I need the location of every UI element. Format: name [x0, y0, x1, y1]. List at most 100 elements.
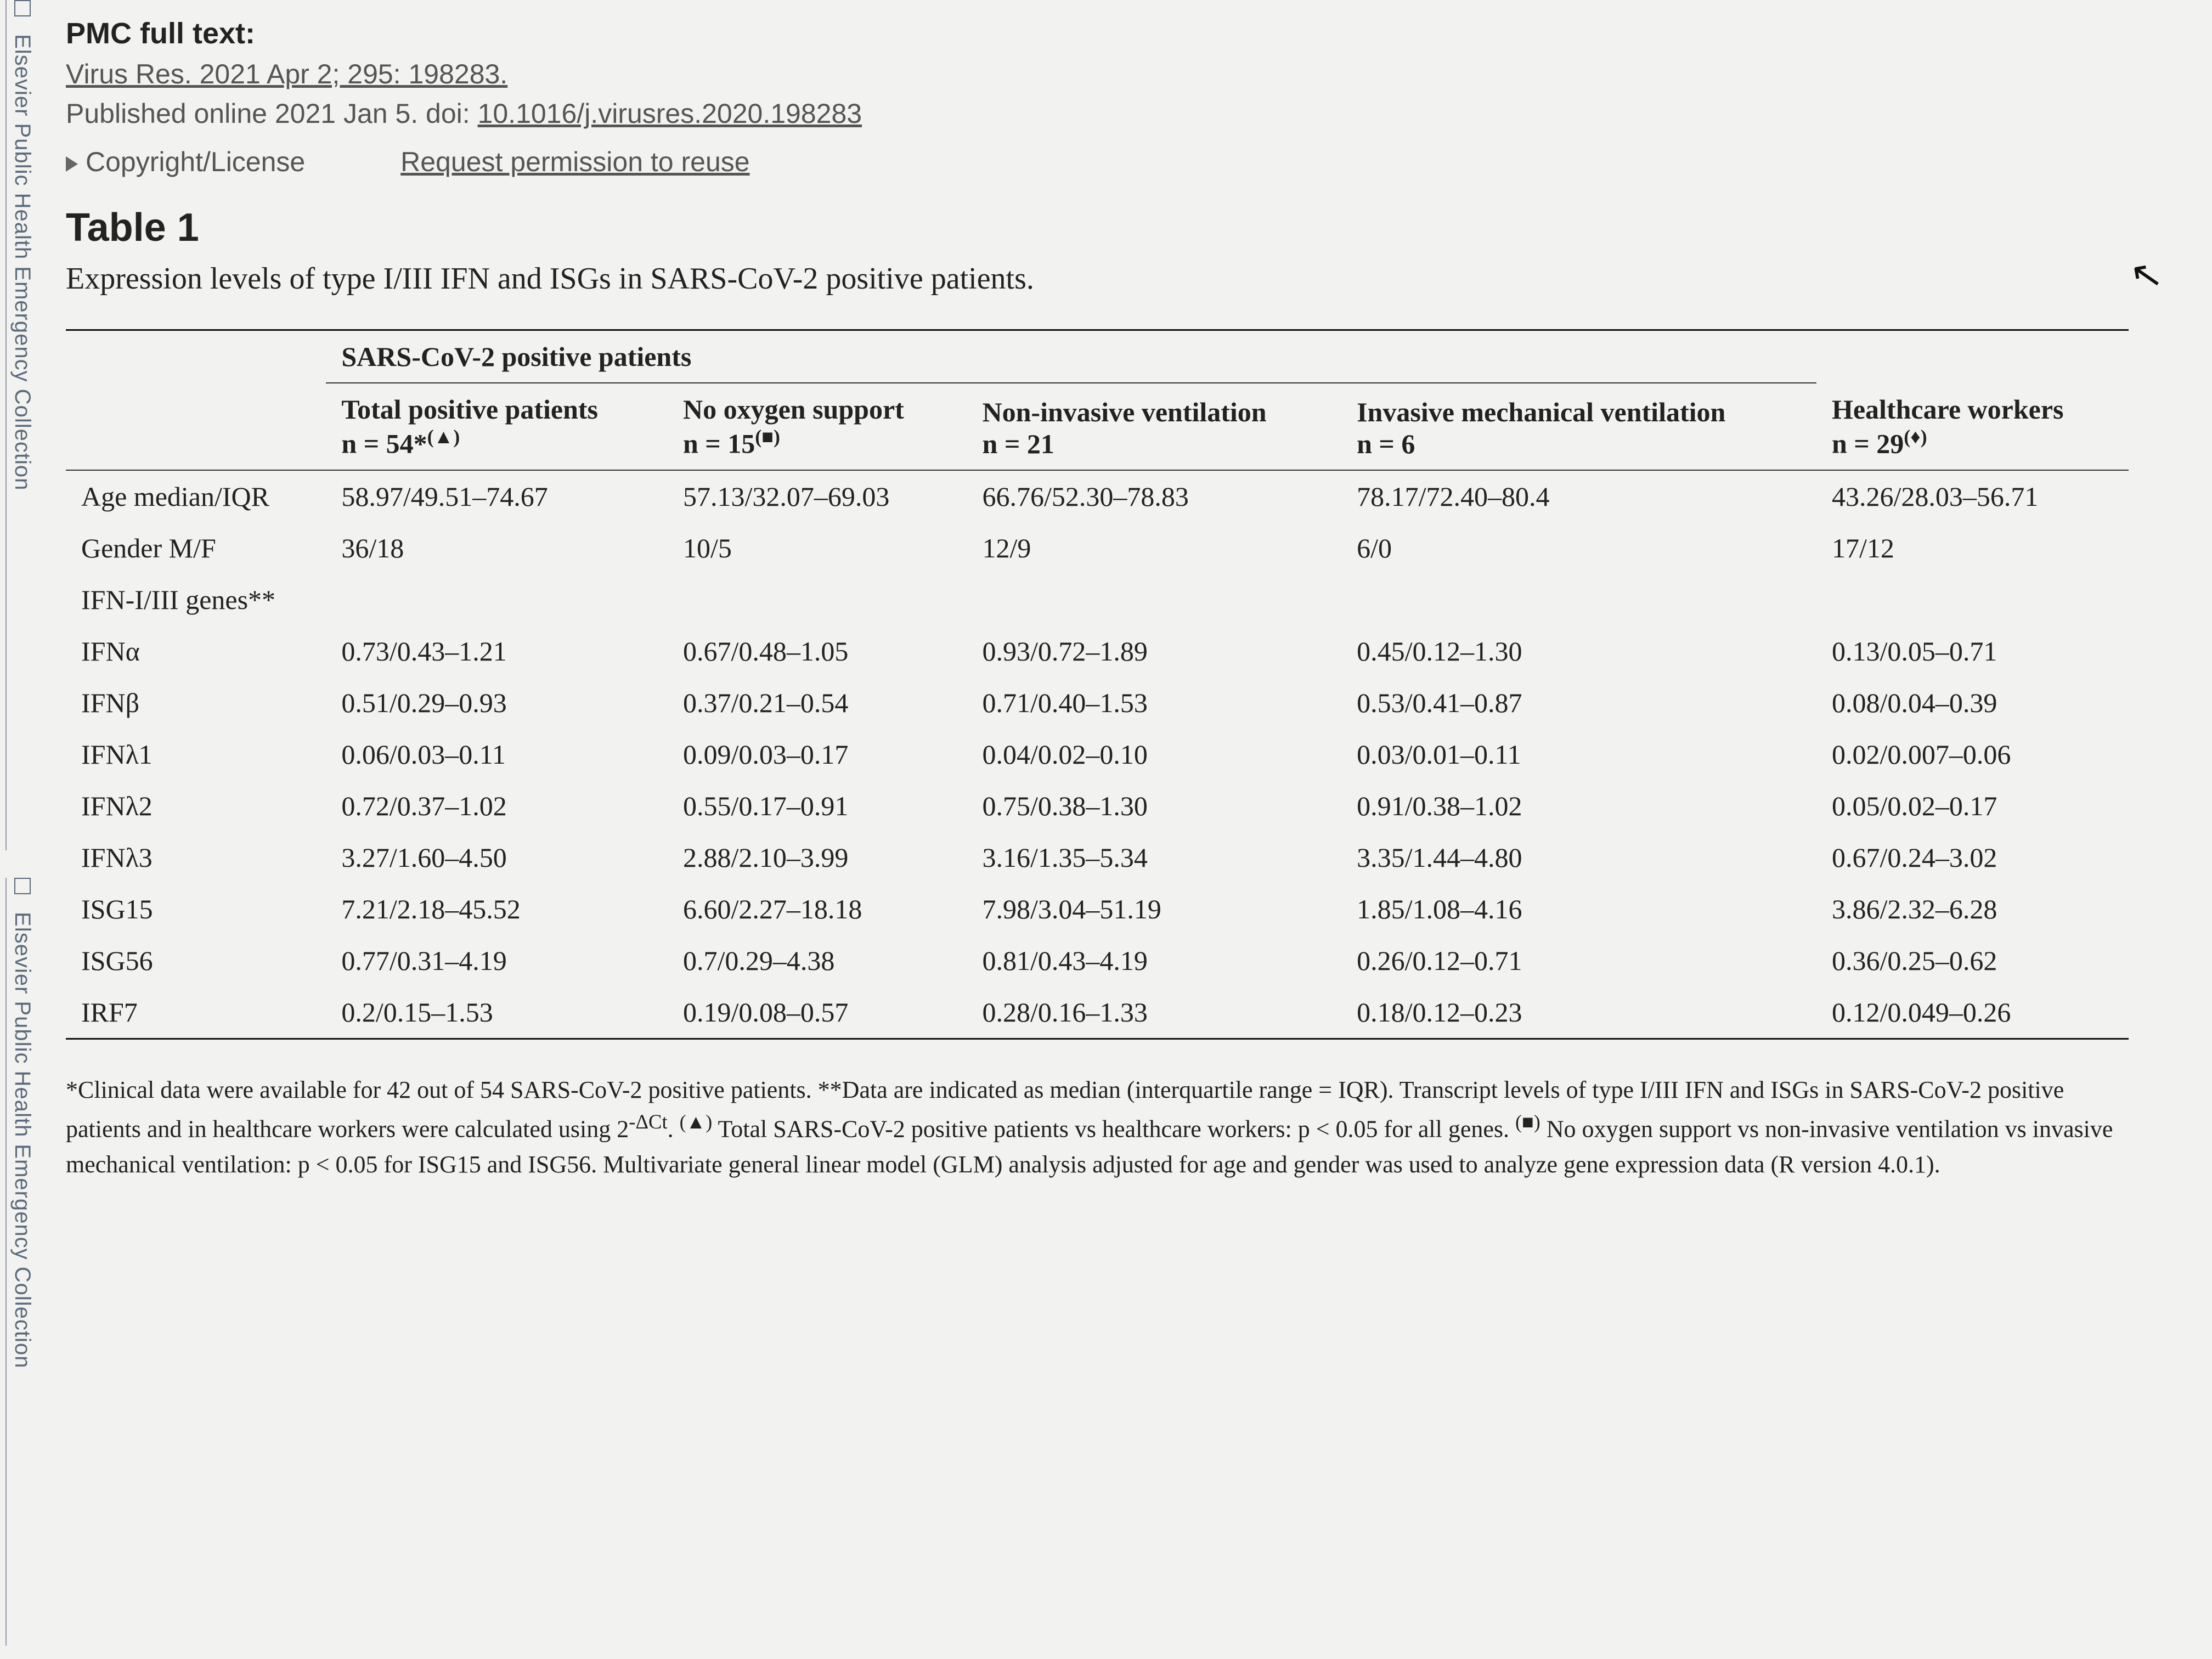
col-header-invasive: Invasive mechanical ventilation n = 6	[1341, 383, 1816, 470]
cell-value: 3.27/1.60–4.50	[326, 832, 668, 883]
col-header-total: Total positive patients n = 54*(▲)	[326, 383, 668, 470]
table-row: Gender M/F36/1810/512/96/017/12	[66, 522, 2129, 574]
cell-value: 0.2/0.15–1.53	[326, 986, 668, 1039]
col-header-non-invasive: Non-invasive ventilation n = 21	[967, 383, 1342, 470]
cell-value: 17/12	[1816, 522, 2129, 574]
cell-value: 2.88/2.10–3.99	[668, 832, 967, 883]
col-empty	[66, 330, 326, 383]
col-header-no-oxygen: No oxygen support n = 15(■)	[668, 383, 967, 470]
cell-value: 0.72/0.37–1.02	[326, 780, 668, 832]
triangle-right-icon	[66, 156, 78, 172]
header-links-row: Copyright/License Request permission to …	[66, 146, 2179, 178]
cell-value: 6/0	[1341, 522, 1816, 574]
table-row: IFNλ20.72/0.37–1.020.55/0.17–0.910.75/0.…	[66, 780, 2129, 832]
square-icon	[14, 0, 31, 16]
table-row: IFNβ0.51/0.29–0.930.37/0.21–0.540.71/0.4…	[66, 677, 2129, 729]
cell-value: 0.13/0.05–0.71	[1816, 625, 2129, 677]
row-label: Gender M/F	[66, 522, 326, 574]
table-row: IFNλ33.27/1.60–4.502.88/2.10–3.993.16/1.…	[66, 832, 2129, 883]
table-row: IFN-I/III genes**	[66, 574, 2129, 625]
cell-value: 0.81/0.43–4.19	[967, 935, 1342, 986]
cell-value: 66.76/52.30–78.83	[967, 470, 1342, 522]
cell-value: 0.37/0.21–0.54	[668, 677, 967, 729]
cell-value: 78.17/72.40–80.4	[1341, 470, 1816, 522]
col-header-healthcare: Healthcare workers n = 29(♦)	[1816, 383, 2129, 470]
cell-value: 0.7/0.29–4.38	[668, 935, 967, 986]
cell-value: 0.53/0.41–0.87	[1341, 677, 1816, 729]
cell-value: 0.04/0.02–0.10	[967, 729, 1342, 780]
cell-value: 0.19/0.08–0.57	[668, 986, 967, 1039]
citation-line: Virus Res. 2021 Apr 2; 295: 198283.	[66, 58, 2179, 90]
cell-value: 0.18/0.12–0.23	[1341, 986, 1816, 1039]
copyright-license-link[interactable]: Copyright/License	[86, 146, 305, 177]
group-header-patients: SARS-CoV-2 positive patients	[326, 330, 1816, 383]
col-empty	[66, 383, 326, 470]
row-label: IFNα	[66, 625, 326, 677]
cell-value: 0.08/0.04–0.39	[1816, 677, 2129, 729]
square-filled-icon: (■)	[755, 425, 780, 448]
cell-value: 6.60/2.27–18.18	[668, 883, 967, 935]
table-row: ISG560.77/0.31–4.190.7/0.29–4.380.81/0.4…	[66, 935, 2129, 986]
table-footnote: *Clinical data were available for 42 out…	[66, 1073, 2129, 1182]
square-icon	[14, 878, 31, 894]
published-line: Published online 2021 Jan 5. doi: 10.101…	[66, 98, 2179, 129]
cell-value: 0.75/0.38–1.30	[967, 780, 1342, 832]
cell-value: 57.13/32.07–69.03	[668, 470, 967, 522]
cell-value: 3.86/2.32–6.28	[1816, 883, 2129, 935]
side-journal-text: Elsevier Public Health Emergency Collect…	[10, 34, 35, 490]
cell-value: 0.02/0.007–0.06	[1816, 729, 2129, 780]
square-filled-icon: (■)	[1515, 1108, 1541, 1136]
pmc-full-text-label: PMC full text:	[66, 16, 2179, 50]
table-row: ISG157.21/2.18–45.526.60/2.27–18.187.98/…	[66, 883, 2129, 935]
col-empty	[1816, 330, 2129, 383]
triangle-up-icon: (▲)	[680, 1108, 713, 1136]
cell-value: 0.05/0.02–0.17	[1816, 780, 2129, 832]
row-label: ISG15	[66, 883, 326, 935]
row-label: ISG56	[66, 935, 326, 986]
table-row: Age median/IQR58.97/49.51–74.6757.13/32.…	[66, 470, 2129, 522]
row-label: IRF7	[66, 986, 326, 1039]
cell-value: 0.55/0.17–0.91	[668, 780, 967, 832]
cell-value: 0.03/0.01–0.11	[1341, 729, 1816, 780]
cell-value: 0.36/0.25–0.62	[1816, 935, 2129, 986]
cell-value: 0.09/0.03–0.17	[668, 729, 967, 780]
cell-value: 0.26/0.12–0.71	[1341, 935, 1816, 986]
section-label: IFN-I/III genes**	[66, 574, 2129, 625]
cell-value: 0.45/0.12–1.30	[1341, 625, 1816, 677]
cell-value: 36/18	[326, 522, 668, 574]
cell-value: 0.77/0.31–4.19	[326, 935, 668, 986]
row-label: IFNλ3	[66, 832, 326, 883]
published-prefix: Published online 2021 Jan 5. doi:	[66, 98, 478, 129]
row-label: IFNλ2	[66, 780, 326, 832]
cell-value: 0.06/0.03–0.11	[326, 729, 668, 780]
cell-value: 0.12/0.049–0.26	[1816, 986, 2129, 1039]
cell-value: 43.26/28.03–56.71	[1816, 470, 2129, 522]
cell-value: 0.71/0.40–1.53	[967, 677, 1342, 729]
cell-value: 3.16/1.35–5.34	[967, 832, 1342, 883]
row-label: IFNβ	[66, 677, 326, 729]
cell-value: 1.85/1.08–4.16	[1341, 883, 1816, 935]
side-journal-label-top: Elsevier Public Health Emergency Collect…	[5, 0, 35, 850]
request-permission-link[interactable]: Request permission to reuse	[400, 146, 749, 177]
cell-value: 0.67/0.48–1.05	[668, 625, 967, 677]
cell-value: 0.93/0.72–1.89	[967, 625, 1342, 677]
cell-value: 7.98/3.04–51.19	[967, 883, 1342, 935]
row-label: IFNλ1	[66, 729, 326, 780]
cell-value: 58.97/49.51–74.67	[326, 470, 668, 522]
side-journal-label-bottom: Elsevier Public Health Emergency Collect…	[5, 878, 35, 1646]
cursor-icon: ↖	[2127, 250, 2166, 301]
cell-value: 0.67/0.24–3.02	[1816, 832, 2129, 883]
table-row: IRF70.2/0.15–1.530.19/0.08–0.570.28/0.16…	[66, 986, 2129, 1039]
cell-value: 0.91/0.38–1.02	[1341, 780, 1816, 832]
diamond-icon: (♦)	[1904, 425, 1927, 448]
table-row: IFNα0.73/0.43–1.210.67/0.48–1.050.93/0.7…	[66, 625, 2129, 677]
table-caption: Expression levels of type I/III IFN and …	[66, 261, 2179, 296]
table-row: IFNλ10.06/0.03–0.110.09/0.03–0.170.04/0.…	[66, 729, 2129, 780]
table-title: Table 1	[66, 205, 2179, 250]
citation-text[interactable]: Virus Res. 2021 Apr 2; 295: 198283.	[66, 59, 507, 89]
doi-link[interactable]: 10.1016/j.virusres.2020.198283	[478, 98, 862, 129]
article-header: PMC full text: Virus Res. 2021 Apr 2; 29…	[66, 16, 2179, 178]
cell-value: 7.21/2.18–45.52	[326, 883, 668, 935]
cell-value: 10/5	[668, 522, 967, 574]
cell-value: 0.73/0.43–1.21	[326, 625, 668, 677]
